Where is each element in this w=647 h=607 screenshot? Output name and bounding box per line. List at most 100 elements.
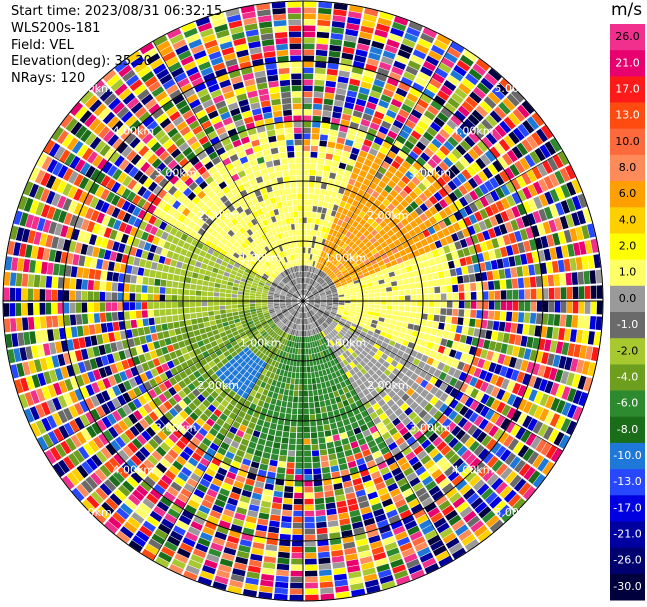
velocity-gate xyxy=(303,115,312,122)
velocity-gate xyxy=(494,342,503,353)
velocity-gate xyxy=(225,252,233,259)
velocity-gate xyxy=(291,302,298,304)
velocity-gate xyxy=(361,284,367,289)
velocity-gate xyxy=(496,388,506,401)
velocity-gate xyxy=(565,272,572,286)
velocity-gate xyxy=(374,304,381,309)
velocity-gate xyxy=(546,353,555,366)
velocity-gate xyxy=(244,356,251,364)
velocity-gate xyxy=(46,206,56,220)
velocity-gate xyxy=(190,554,205,564)
velocity-gate xyxy=(106,353,115,364)
velocity-gate xyxy=(95,199,105,211)
velocity-gate xyxy=(180,269,187,277)
velocity-gate xyxy=(94,235,103,247)
velocity-gate xyxy=(384,408,394,417)
velocity-gate xyxy=(513,478,527,492)
velocity-gate xyxy=(150,368,159,378)
velocity-gate xyxy=(458,219,467,230)
velocity-gate xyxy=(73,202,83,215)
velocity-gate xyxy=(131,438,143,450)
velocity-gate xyxy=(471,428,483,440)
velocity-gate xyxy=(346,364,353,371)
velocity-gate xyxy=(326,278,332,284)
velocity-gate xyxy=(157,238,166,248)
velocity-gate xyxy=(337,219,344,226)
velocity-gate xyxy=(73,449,85,463)
velocity-gate xyxy=(69,278,77,290)
velocity-gate xyxy=(338,347,345,354)
velocity-gate xyxy=(489,496,503,509)
velocity-gate xyxy=(479,369,488,380)
velocity-gate xyxy=(234,512,246,521)
velocity-gate xyxy=(428,307,435,314)
velocity-gate xyxy=(399,189,408,199)
velocity-gate xyxy=(253,266,260,272)
velocity-gate xyxy=(237,304,244,308)
velocity-gate xyxy=(280,382,286,389)
velocity-gate xyxy=(473,263,481,273)
velocity-gate xyxy=(548,301,555,313)
velocity-gate xyxy=(424,199,433,209)
velocity-gate xyxy=(443,374,453,384)
velocity-gate xyxy=(202,258,210,265)
velocity-gate xyxy=(282,310,288,314)
velocity-gate xyxy=(9,303,16,317)
velocity-gate xyxy=(444,449,456,461)
velocity-gate xyxy=(295,311,299,317)
velocity-gate xyxy=(272,281,278,286)
velocity-gate xyxy=(307,211,312,218)
velocity-gate xyxy=(498,321,506,332)
velocity-gate xyxy=(323,220,329,227)
velocity-gate xyxy=(177,355,186,364)
velocity-gate xyxy=(244,312,251,317)
velocity-gate xyxy=(10,364,19,379)
velocity-gate xyxy=(45,302,52,315)
velocity-gate xyxy=(352,342,359,349)
velocity-gate xyxy=(255,296,262,299)
velocity-gate xyxy=(360,280,367,285)
velocity-gate xyxy=(299,312,302,319)
velocity-gate xyxy=(295,372,300,379)
velocity-gate xyxy=(299,306,302,312)
velocity-gate xyxy=(295,305,300,310)
velocity-gate xyxy=(297,312,300,318)
velocity-gate xyxy=(271,502,282,510)
velocity-gate xyxy=(226,471,237,480)
velocity-gate xyxy=(377,17,392,27)
velocity-gate xyxy=(276,356,282,363)
velocity-gate xyxy=(223,386,232,394)
velocity-gate xyxy=(414,76,428,88)
velocity-gate xyxy=(434,399,444,410)
velocity-gate xyxy=(403,185,413,195)
velocity-gate xyxy=(24,244,33,258)
velocity-gate xyxy=(307,312,311,318)
velocity-gate xyxy=(221,482,232,491)
velocity-gate xyxy=(286,295,292,298)
velocity-gate xyxy=(344,350,351,357)
velocity-gate xyxy=(148,438,159,450)
velocity-gate xyxy=(109,493,123,506)
velocity-gate xyxy=(399,249,407,257)
velocity-gate xyxy=(187,499,200,510)
velocity-gate xyxy=(325,319,331,325)
velocity-gate xyxy=(325,268,331,275)
velocity-gate xyxy=(58,459,70,474)
velocity-gate xyxy=(428,432,439,443)
velocity-gate xyxy=(306,235,310,242)
velocity-gate xyxy=(343,261,349,267)
velocity-gate xyxy=(85,165,96,178)
velocity-gate xyxy=(567,343,576,357)
velocity-gate xyxy=(450,69,464,82)
velocity-gate xyxy=(237,298,244,301)
velocity-gate xyxy=(518,301,525,311)
velocity-gate xyxy=(372,450,382,459)
velocity-gate xyxy=(287,293,293,297)
velocity-gate xyxy=(314,353,319,360)
velocity-gate xyxy=(244,583,258,591)
velocity-gate xyxy=(350,289,356,294)
velocity-gate xyxy=(394,170,404,179)
velocity-gate xyxy=(372,402,381,411)
velocity-gate xyxy=(18,195,28,211)
velocity-gate xyxy=(371,502,383,512)
